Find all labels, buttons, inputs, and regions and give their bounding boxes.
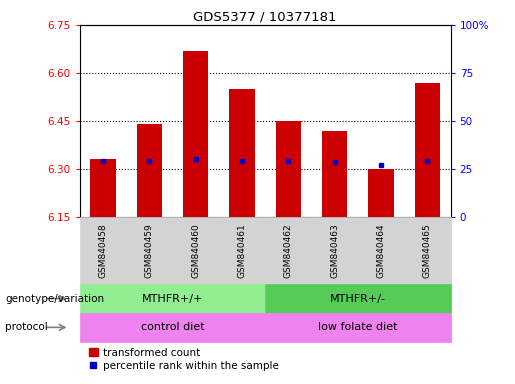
- Text: GSM840458: GSM840458: [98, 223, 108, 278]
- Bar: [90, 159, 116, 217]
- Text: MTHFR+/+: MTHFR+/+: [142, 293, 203, 304]
- Bar: [415, 83, 440, 217]
- Title: GDS5377 / 10377181: GDS5377 / 10377181: [194, 11, 337, 24]
- Text: GSM840459: GSM840459: [145, 223, 154, 278]
- Text: GSM840460: GSM840460: [191, 223, 200, 278]
- Text: GSM840462: GSM840462: [284, 223, 293, 278]
- Bar: [322, 131, 348, 217]
- Text: protocol: protocol: [5, 322, 48, 333]
- Bar: [276, 121, 301, 217]
- Text: GSM840463: GSM840463: [330, 223, 339, 278]
- Text: GSM840461: GSM840461: [237, 223, 247, 278]
- Bar: [136, 124, 162, 217]
- Text: GSM840465: GSM840465: [423, 223, 432, 278]
- Text: control diet: control diet: [141, 322, 204, 333]
- Bar: [229, 89, 255, 217]
- Legend: transformed count, percentile rank within the sample: transformed count, percentile rank withi…: [85, 344, 283, 375]
- Bar: [183, 51, 209, 217]
- Text: low folate diet: low folate diet: [318, 322, 398, 333]
- Text: MTHFR+/-: MTHFR+/-: [330, 293, 386, 304]
- Text: GSM840464: GSM840464: [376, 223, 386, 278]
- Bar: [368, 169, 394, 217]
- Text: genotype/variation: genotype/variation: [5, 293, 104, 304]
